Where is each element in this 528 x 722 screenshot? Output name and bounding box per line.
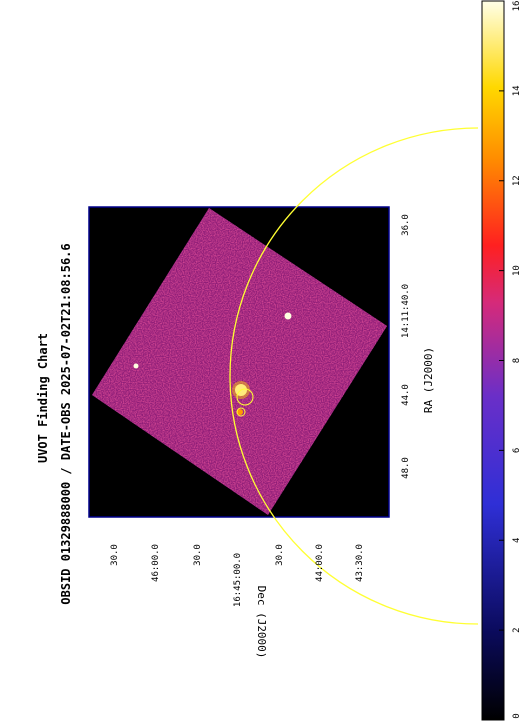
dec-tick-label: 30.0 [275, 544, 285, 566]
error-circle-arc [229, 127, 479, 625]
dec-ticks: 30.0 46:00.0 30.0 16:45:00.0 30.0 44:00.0 43:3… [110, 544, 365, 607]
dec-tick-label: 30.0 [193, 544, 203, 566]
dec-tick-label: 44:00.0 [315, 544, 325, 582]
image-frame [88, 206, 390, 518]
colorbar-tick-label: 8 [512, 358, 522, 363]
sky-image [92, 208, 387, 515]
ra-tick-label: 14:11:40.0 [401, 284, 411, 338]
dec-tick-label: 46:00.0 [151, 544, 161, 582]
region-circle-small [236, 388, 254, 406]
colorbar: 0 2 4 6 8 10 12 14 16 [481, 0, 522, 721]
exposure-footprint-noise [92, 208, 387, 515]
colorbar-tick-label: 12 [512, 175, 522, 186]
chart-subtitle: OBSID 01329888000 / DATE-OBS 2025-07-02T… [59, 243, 73, 604]
dec-tick-label: 30.0 [110, 544, 120, 566]
ra-tick-label: 36.0 [401, 214, 411, 236]
colorbar-ticks: 0 2 4 6 8 10 12 14 16 [499, 0, 522, 721]
dec-tick-label: 43:30.0 [355, 544, 365, 582]
ra-tick-label: 44.0 [401, 384, 411, 406]
ra-tick-label: 48.0 [401, 457, 411, 479]
chart-title: UVOT Finding Chart [36, 333, 50, 463]
region-circle-small-2 [236, 407, 246, 417]
dec-tick-label: 16:45:00.0 [233, 553, 243, 607]
colorbar-tick-label: 0 [512, 713, 522, 718]
source-2 [284, 312, 292, 320]
colorbar-tick-label: 16 [512, 1, 522, 12]
dec-axis-label: Dec (J2000) [255, 586, 268, 659]
colorbar-tick-label: 6 [512, 448, 522, 453]
source-4 [237, 409, 243, 415]
colorbar-tick-label: 10 [512, 265, 522, 276]
colorbar-tick-label: 4 [512, 538, 522, 543]
source-3 [133, 363, 139, 369]
colorbar-tick-label: 14 [512, 85, 522, 96]
colorbar-tick-label: 2 [512, 627, 522, 632]
ra-ticks: 48.0 44.0 14:11:40.0 36.0 [401, 214, 411, 479]
ra-axis-label: RA (J2000) [422, 347, 435, 413]
